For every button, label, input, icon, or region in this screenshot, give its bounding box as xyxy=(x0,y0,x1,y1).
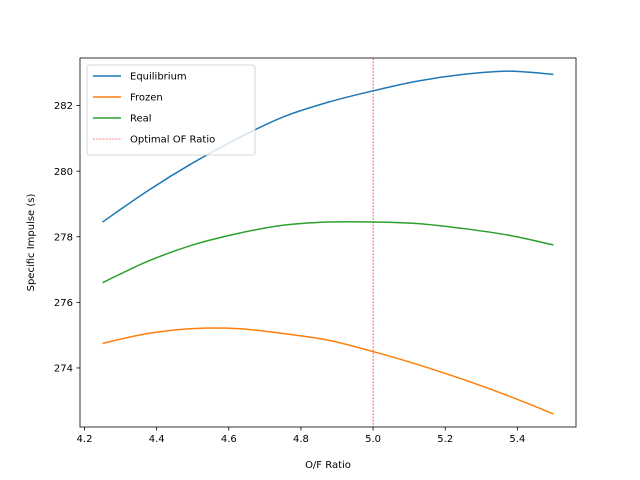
y-tick-label: 278 xyxy=(54,232,73,243)
legend-label: Equilibrium xyxy=(130,72,187,83)
legend-label: Optimal OF Ratio xyxy=(130,135,215,146)
y-tick-label: 276 xyxy=(54,298,73,309)
y-axis: 274 276 278 280 282 xyxy=(54,101,80,375)
legend: Equilibrium Frozen Real Optimal OF Ratio xyxy=(86,64,256,156)
legend-label: Frozen xyxy=(130,93,163,104)
series-line-real xyxy=(102,220,554,284)
x-tick-label: 5.4 xyxy=(509,434,525,445)
plot-frame xyxy=(79,57,577,428)
x-tick-label: 5.2 xyxy=(437,434,453,445)
series-lines xyxy=(102,70,554,415)
y-axis-label: Specific Impulse (s) xyxy=(26,194,37,292)
x-axis-label: O/F Ratio xyxy=(305,460,351,471)
x-tick-label: 4.4 xyxy=(149,434,165,445)
x-axis: 4.2 4.4 4.6 4.8 5.0 5.2 5.4 xyxy=(77,427,525,445)
x-tick-label: 4.2 xyxy=(77,434,93,445)
legend-box xyxy=(86,64,256,156)
series-line-equilibrium xyxy=(102,70,554,223)
y-tick-label: 274 xyxy=(54,364,73,375)
y-tick-label: 280 xyxy=(54,167,73,178)
legend-label: Real xyxy=(130,114,152,125)
series-line-frozen xyxy=(102,327,554,415)
y-tick-label: 282 xyxy=(54,101,73,112)
x-tick-label: 4.6 xyxy=(221,434,237,445)
x-tick-label: 5.0 xyxy=(365,434,381,445)
x-tick-label: 4.8 xyxy=(293,434,309,445)
